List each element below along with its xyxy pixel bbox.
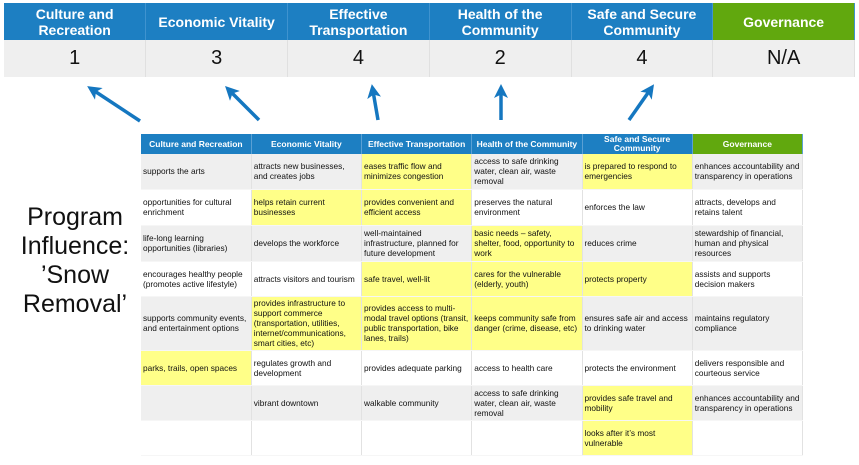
summary-header: Effective Transportation	[287, 3, 430, 40]
matrix-cell: stewardship of financial, human and phys…	[692, 225, 804, 262]
arrow-icon	[87, 86, 141, 123]
matrix-cell: looks after it’s most vulnerable	[582, 420, 693, 456]
matrix-cell: attracts new businesses, and creates job…	[251, 154, 363, 190]
matrix-cell: protects property	[582, 261, 693, 297]
matrix-cell: life-long learning opportunities (librar…	[141, 225, 252, 262]
matrix-cell: ensures safe air and access to drinking …	[582, 296, 693, 351]
matrix-cell: attracts visitors and tourism	[251, 261, 363, 297]
summary-score: 3	[145, 40, 288, 77]
matrix-cell: access to safe drinking water, clean air…	[471, 385, 583, 421]
summary-score: 4	[287, 40, 430, 77]
matrix-cell: delivers responsible and courteous servi…	[692, 350, 804, 386]
matrix-cell: assists and supports decision makers	[692, 261, 804, 297]
arrow-icon	[225, 86, 261, 122]
matrix-cell: eases traffic flow and minimizes congest…	[361, 154, 473, 190]
program-influence-label: Program Influence: ’Snow Removal’	[0, 203, 150, 319]
matrix-cell: helps retain current businesses	[251, 189, 363, 226]
matrix-cell: parks, trails, open spaces	[141, 350, 252, 386]
arrow-icon	[627, 84, 655, 122]
matrix-cell: walkable community	[361, 385, 473, 421]
matrix-cell: opportunities for cultural enrichment	[141, 189, 252, 226]
matrix-cell: encourages healthy people (promotes acti…	[141, 261, 252, 297]
matrix-cell: regulates growth and development	[251, 350, 363, 386]
summary-score: 4	[571, 40, 714, 77]
matrix-cell	[141, 420, 252, 456]
matrix-cell: access to safe drinking water, clean air…	[471, 154, 583, 190]
summary-header: Governance	[712, 3, 855, 40]
matrix-cell: well-maintained infrastructure, planned …	[361, 225, 473, 262]
summary-score: N/A	[712, 40, 855, 77]
matrix-cell: preserves the natural environment	[471, 189, 583, 226]
matrix-cell: is prepared to respond to emergencies	[582, 154, 693, 190]
label-line: ’Snow	[40, 261, 110, 289]
table-row: supports the arts attracts new businesses…	[141, 154, 804, 190]
matrix-cell: enhances accountability and transparency…	[692, 385, 804, 421]
table-row: looks after it’s most vulnerable	[141, 420, 804, 456]
matrix-cell: provides infrastructure to support comme…	[251, 296, 363, 351]
matrix-cell: attracts, develops and retains talent	[692, 189, 804, 226]
arrow-icon	[367, 84, 382, 121]
summary-header: Safe and Secure Community	[571, 3, 714, 40]
matrix-cell: keeps community safe from danger (crime,…	[471, 296, 583, 351]
matrix-cell: provides safe travel and mobility	[582, 385, 693, 421]
matrix-cell	[692, 420, 804, 456]
matrix-cell: reduces crime	[582, 225, 693, 262]
label-line: Removal’	[22, 290, 128, 318]
matrix-cell	[251, 420, 363, 456]
influence-matrix: Culture and Recreation Economic Vitality E…	[141, 134, 804, 456]
matrix-cell: maintains regulatory compliance	[692, 296, 804, 351]
matrix-cell	[141, 385, 252, 421]
matrix-cell: provides access to multi-modal travel op…	[361, 296, 473, 351]
matrix-cell	[361, 420, 473, 456]
matrix-cell: vibrant downtown	[251, 385, 363, 421]
matrix-cell: provides convenient and efficient access	[361, 189, 473, 226]
table-row: vibrant downtown walkable community access…	[141, 385, 804, 421]
matrix-cell: develops the workforce	[251, 225, 363, 262]
matrix-header: Culture and Recreation	[141, 134, 252, 154]
summary-score: 2	[429, 40, 572, 77]
matrix-cell: basic needs – safety, shelter, food, opp…	[471, 225, 583, 262]
summary-header: Health of the Community	[429, 3, 572, 40]
summary-header: Economic Vitality	[145, 3, 288, 40]
table-row: parks, trails, open spaces regulates grow…	[141, 350, 804, 386]
matrix-cell: supports the arts	[141, 154, 252, 190]
matrix-cell: supports community events, and entertain…	[141, 296, 252, 351]
summary-table: Culture and Recreation Economic Vitality E…	[4, 3, 855, 77]
matrix-cell: access to health care	[471, 350, 583, 386]
matrix-header: Effective Transportation	[361, 134, 473, 154]
matrix-header: Economic Vitality	[251, 134, 363, 154]
matrix-cell: safe travel, well-lit	[361, 261, 473, 297]
table-row: life-long learning opportunities (librar…	[141, 225, 804, 262]
table-row: supports community events, and entertain…	[141, 296, 804, 351]
matrix-cell	[471, 420, 583, 456]
summary-header: Culture and Recreation	[4, 3, 147, 40]
table-row: opportunities for cultural enrichment hel…	[141, 189, 804, 226]
matrix-header: Safe and Secure Community	[582, 134, 693, 154]
matrix-header: Governance	[692, 134, 804, 154]
summary-score: 1	[4, 40, 147, 77]
matrix-cell: enhances accountability and transparency…	[692, 154, 804, 190]
label-line: Influence:	[20, 232, 130, 260]
table-row: encourages healthy people (promotes acti…	[141, 261, 804, 297]
matrix-cell: enforces the law	[582, 189, 693, 226]
matrix-header: Health of the Community	[471, 134, 583, 154]
label-line: Program	[27, 203, 123, 231]
matrix-cell: cares for the vulnerable (elderly, youth…	[471, 261, 583, 297]
matrix-cell: provides adequate parking	[361, 350, 473, 386]
matrix-cell: protects the environment	[582, 350, 693, 386]
